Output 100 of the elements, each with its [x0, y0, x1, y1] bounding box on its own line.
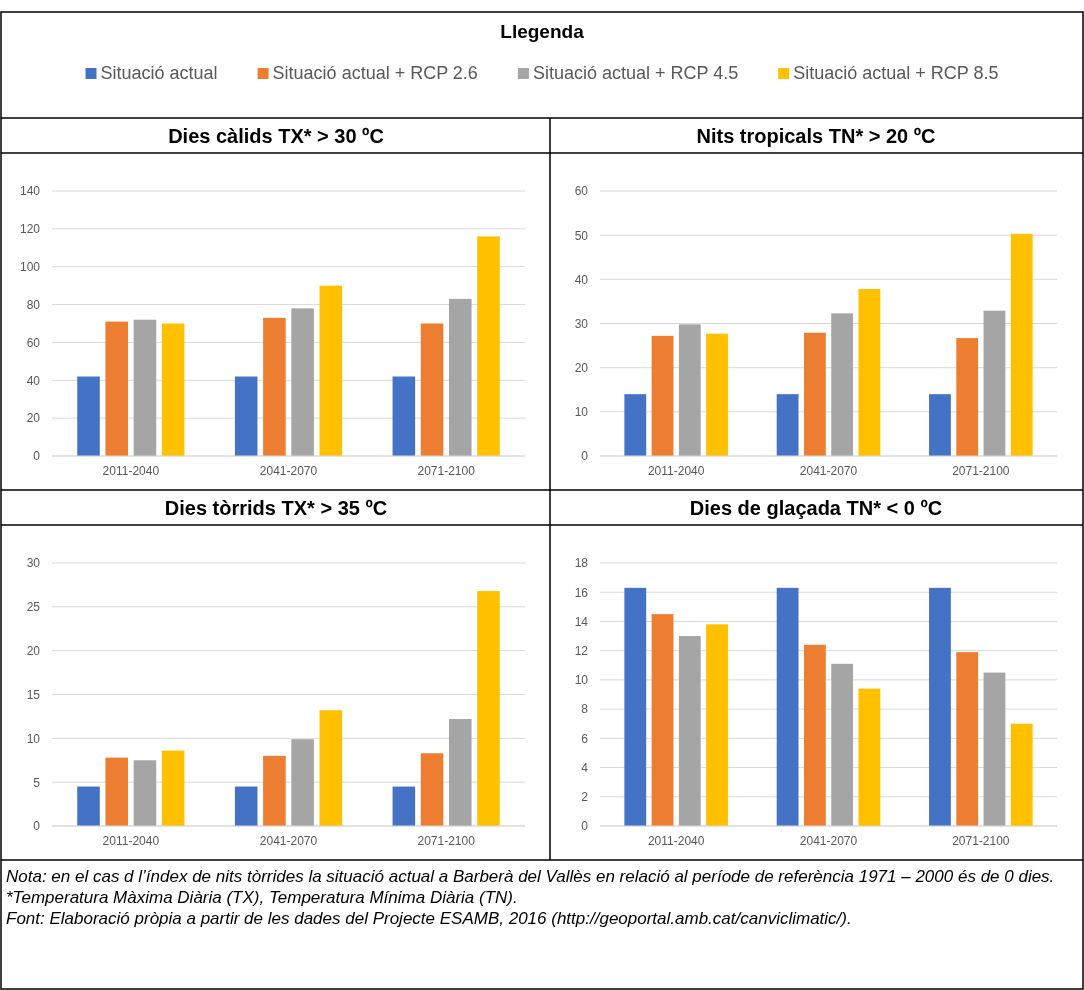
bar [706, 624, 728, 826]
y-tick-label: 0 [581, 819, 589, 834]
bar [392, 786, 416, 826]
bar [448, 719, 472, 826]
x-tick-label: 2041-2070 [799, 833, 858, 848]
x-tick-label: 2011-2040 [647, 463, 705, 478]
text: *Temperatura Màxima Diària (TX), Temperatura Mínima Diària (TN). [6, 888, 518, 907]
y-tick-label: 10 [574, 405, 589, 420]
y-tick-label: 40 [574, 272, 589, 287]
bar [291, 739, 314, 826]
y-tick-label: 18 [574, 556, 589, 571]
bar [706, 333, 728, 456]
bar [1010, 233, 1033, 456]
y-tick-label: 40 [26, 373, 41, 388]
bar [133, 319, 157, 456]
bar [133, 760, 157, 826]
legend-label: Situació actual + RCP 2.6 [272, 63, 478, 83]
bar [678, 324, 701, 456]
bar [624, 394, 647, 456]
y-tick-label: 100 [19, 260, 41, 275]
y-tick-label: 60 [26, 335, 41, 350]
y-tick-label: 6 [581, 731, 589, 746]
bar [983, 310, 1006, 456]
y-tick-label: 20 [26, 644, 41, 659]
bar [929, 587, 951, 826]
legend-label: Situació actual + RCP 8.5 [793, 63, 999, 83]
bar [105, 757, 129, 826]
x-tick-label: 2041-2070 [799, 463, 858, 478]
y-tick-label: 120 [19, 222, 41, 237]
bar [858, 289, 881, 456]
bar [161, 750, 185, 826]
bar [263, 755, 286, 826]
y-tick-label: 14 [574, 614, 589, 629]
y-tick-label: 10 [26, 731, 41, 746]
bar [803, 332, 826, 456]
chart-title: Dies de glaçada TN* < 0 ºC [689, 496, 943, 519]
x-tick-label: 2071-2100 [417, 463, 476, 478]
y-tick-label: 20 [574, 361, 589, 376]
y-tick-label: 80 [26, 297, 41, 312]
bar [776, 394, 799, 456]
y-tick-label: 15 [26, 687, 41, 702]
x-tick-label: 2071-2100 [952, 833, 1010, 848]
y-tick-label: 50 [574, 228, 589, 243]
bar [803, 644, 826, 826]
bar [234, 376, 258, 456]
y-tick-label: 12 [574, 644, 589, 659]
bar [319, 285, 343, 456]
chart-title: Nits tropicals TN* > 20 ºC [696, 124, 936, 147]
bar [392, 376, 416, 456]
text: Nota: en el cas d l’índex de nits tòrrides la situació actual a Barberà del Vallès en relació al període de referència 1971 – 2000 és de 0 dies. [6, 867, 1055, 886]
bar [477, 591, 500, 826]
bar [319, 710, 343, 826]
bar [420, 753, 444, 826]
y-tick-label: 4 [581, 760, 589, 775]
y-tick-label: 10 [574, 673, 589, 688]
x-tick-label: 2011-2040 [647, 833, 705, 848]
legend-label: Situació actual [100, 63, 218, 83]
y-tick-label: 0 [581, 449, 589, 464]
bar [77, 376, 100, 456]
x-tick-label: 2071-2100 [417, 833, 476, 848]
bar [956, 652, 979, 826]
bar [983, 672, 1006, 826]
y-tick-label: 0 [33, 819, 41, 834]
legend-label: Situació actual + RCP 4.5 [532, 63, 739, 83]
y-tick-label: 25 [26, 600, 41, 615]
y-tick-label: 30 [574, 316, 589, 331]
x-tick-label: 2041-2070 [259, 833, 318, 848]
bar [263, 317, 286, 456]
y-tick-label: 5 [33, 775, 41, 790]
bar [776, 587, 799, 826]
chart-title: Dies tòrrids TX* > 35 ºC [164, 496, 388, 519]
bar [678, 636, 701, 826]
bar [831, 663, 854, 826]
y-tick-label: 0 [33, 449, 41, 464]
bar [105, 321, 129, 456]
bar [858, 688, 881, 826]
bar [477, 236, 500, 456]
bar [831, 313, 854, 456]
x-tick-label: 2071-2100 [952, 463, 1010, 478]
chart-title: Dies càlids TX* > 30 ºC [168, 124, 384, 147]
y-tick-label: 16 [574, 585, 589, 600]
bar [929, 394, 951, 456]
y-tick-label: 140 [19, 184, 41, 199]
y-tick-label: 30 [26, 556, 41, 571]
bar [448, 298, 472, 456]
bar [234, 786, 258, 826]
bar [161, 323, 185, 456]
x-tick-label: 2011-2040 [102, 463, 160, 478]
bar [956, 338, 979, 456]
y-tick-label: 20 [26, 411, 41, 426]
bar [651, 614, 674, 826]
x-tick-label: 2011-2040 [102, 833, 160, 848]
bar [420, 323, 444, 456]
bar [651, 335, 674, 456]
bar [77, 786, 100, 826]
bar [624, 587, 647, 826]
x-tick-label: 2041-2070 [259, 463, 318, 478]
y-tick-label: 8 [581, 702, 589, 717]
text: Font: Elaboració pròpia a partir de les dades del Projecte ESAMB, 2016 (http://geoportal.amb.cat/canviclimatic/). [6, 909, 852, 928]
bar [291, 308, 314, 456]
